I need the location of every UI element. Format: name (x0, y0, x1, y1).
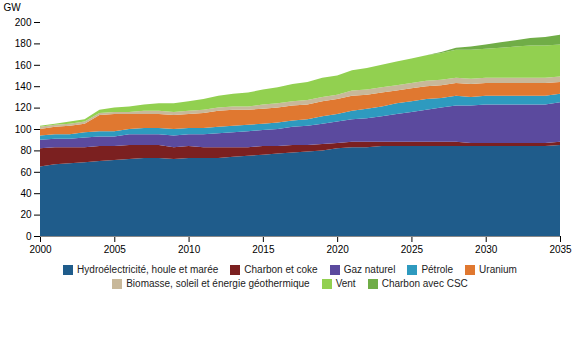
svg-text:2010: 2010 (178, 244, 201, 255)
html-text:Charbon avec CSC: Charbon avec CSC (381, 278, 468, 289)
svg-text:160: 160 (15, 60, 32, 71)
svg-text:2005: 2005 (104, 244, 127, 255)
svg-text:2000: 2000 (29, 244, 52, 255)
svg-text:2015: 2015 (252, 244, 275, 255)
html-text:Gaz naturel: Gaz naturel (343, 264, 396, 275)
svg-text:100: 100 (15, 124, 32, 135)
svg-text:2030: 2030 (475, 244, 498, 255)
html-text:Hydroélectricité, houle et mar: Hydroélectricité, houle et marée (77, 264, 219, 275)
svg-text:2025: 2025 (401, 244, 424, 255)
svg-text:200: 200 (15, 17, 32, 28)
svg-text:120: 120 (15, 102, 32, 113)
svg-text:GW: GW (4, 2, 22, 13)
svg-text:2035: 2035 (549, 244, 572, 255)
html-text:Uranium: Uranium (479, 264, 517, 275)
svg-text:80: 80 (20, 145, 32, 156)
svg-text:140: 140 (15, 81, 32, 92)
svg-text:2020: 2020 (327, 244, 350, 255)
svg-text:20: 20 (20, 209, 32, 220)
svg-text:180: 180 (15, 38, 32, 49)
html-text:Vent: Vent (335, 278, 356, 289)
html-text:Charbon et coke: Charbon et coke (244, 264, 318, 275)
svg-text:0: 0 (26, 231, 32, 242)
svg-text:60: 60 (20, 167, 32, 178)
html-text:Pétrole: Pétrole (421, 264, 454, 275)
html-text:Biomasse, soleil et énergie gé: Biomasse, soleil et énergie géothermique (126, 278, 310, 289)
svg-text:40: 40 (20, 188, 32, 199)
